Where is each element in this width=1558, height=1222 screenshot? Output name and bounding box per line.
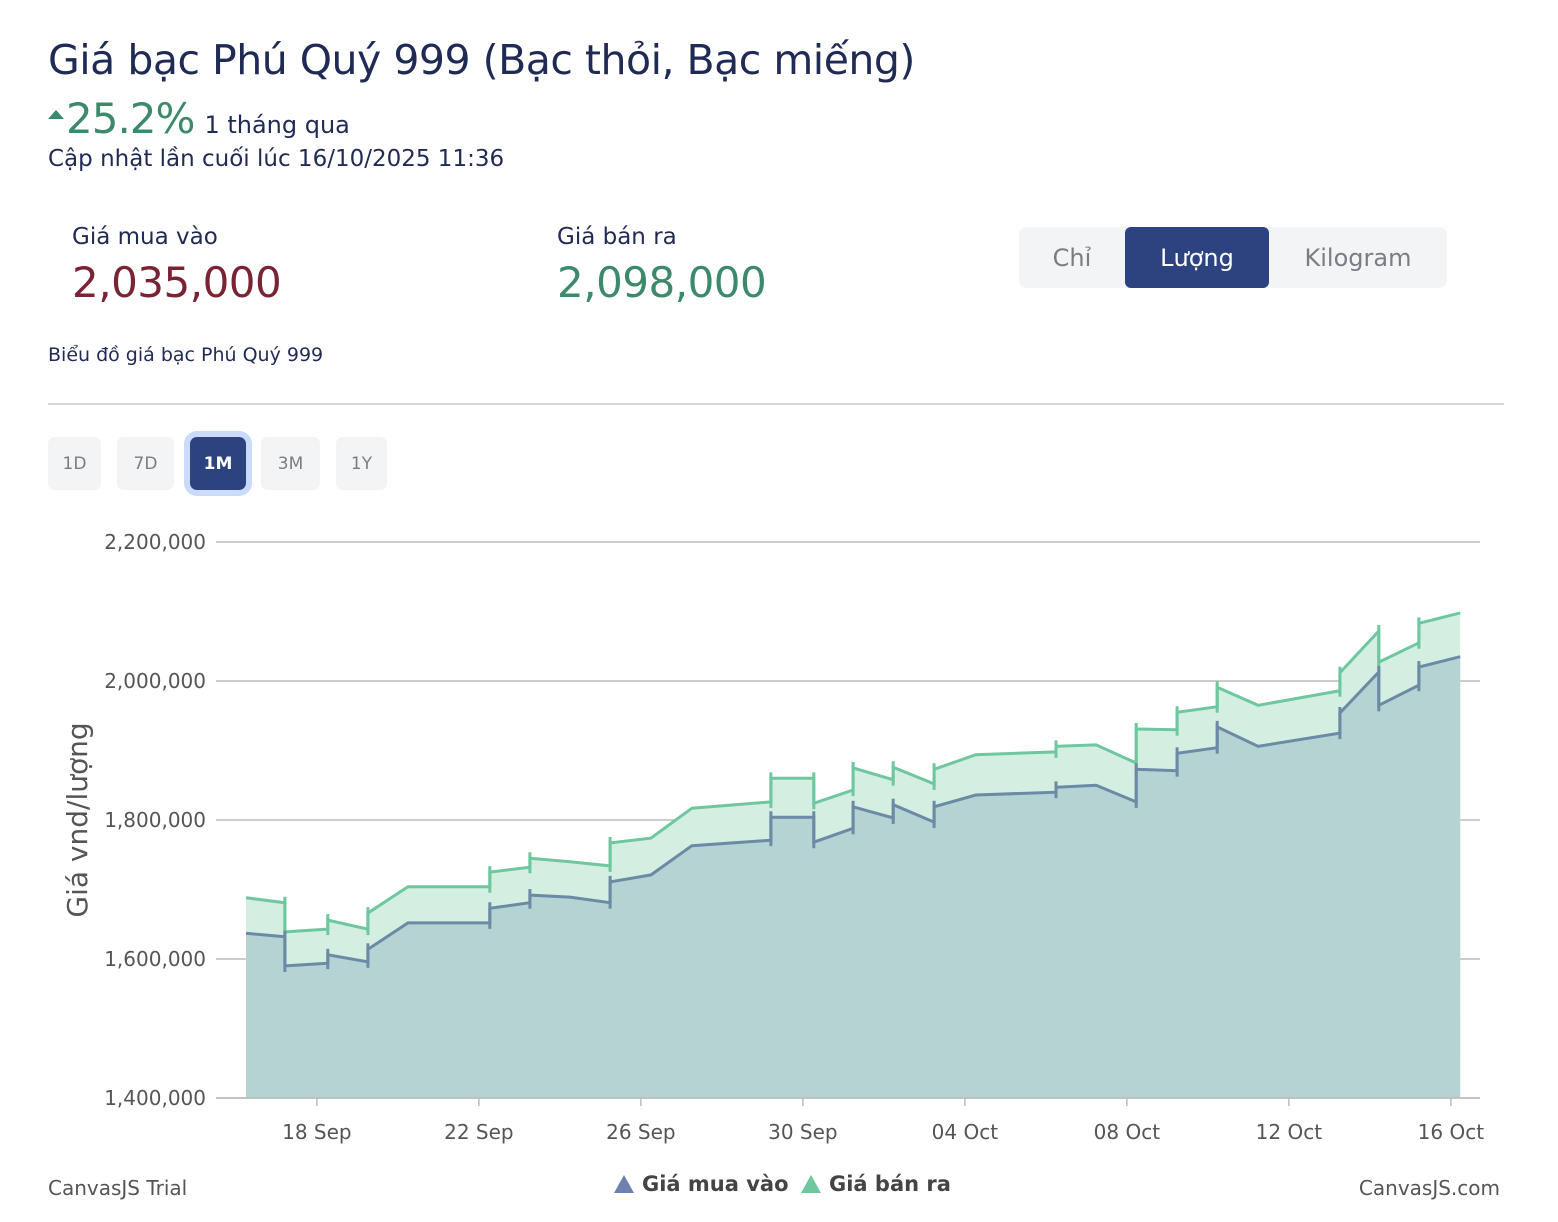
buy-price-value: 2,035,000 xyxy=(72,258,282,307)
x-tick-label: 12 Oct xyxy=(1256,1120,1323,1144)
sell-legend-icon xyxy=(801,1175,821,1193)
unit-chi-button[interactable]: Chỉ xyxy=(1052,243,1092,272)
canvasjs-link[interactable]: CanvasJS.com xyxy=(1358,1176,1500,1200)
y-tick-label: 1,800,000 xyxy=(104,808,206,832)
range-1m-button[interactable]: 1M xyxy=(190,437,246,490)
legend-sell[interactable]: Giá bán ra xyxy=(829,1172,951,1196)
y-tick-label: 1,600,000 xyxy=(104,947,206,971)
price-change: 25.2% 1 tháng qua xyxy=(48,94,350,143)
unit-luong-button[interactable]: Lượng xyxy=(1125,227,1269,288)
change-percent: 25.2% xyxy=(66,94,195,143)
range-7d-button[interactable]: 7D xyxy=(117,437,174,490)
x-tick-label: 08 Oct xyxy=(1094,1120,1161,1144)
chart-legend: Giá mua vào Giá bán ra xyxy=(614,1172,951,1196)
sell-price-value: 2,098,000 xyxy=(557,258,767,307)
last-updated: Cập nhật lần cuối lúc 16/10/2025 11:36 xyxy=(48,146,505,172)
sell-price-label: Giá bán ra xyxy=(557,224,677,250)
buy-price-label: Giá mua vào xyxy=(72,224,218,250)
x-tick-label: 22 Sep xyxy=(444,1120,514,1144)
y-tick-label: 2,000,000 xyxy=(104,669,206,693)
canvasjs-trial-label: CanvasJS Trial xyxy=(48,1176,188,1200)
unit-kilogram-button[interactable]: Kilogram xyxy=(1304,243,1412,272)
page-title: Giá bạc Phú Quý 999 (Bạc thỏi, Bạc miếng… xyxy=(48,36,915,84)
x-tick-label: 04 Oct xyxy=(932,1120,999,1144)
x-tick-label: 30 Sep xyxy=(768,1120,838,1144)
x-tick-label: 18 Sep xyxy=(282,1120,352,1144)
y-tick-label: 2,200,000 xyxy=(104,530,206,554)
x-tick-label: 16 Oct xyxy=(1418,1120,1485,1144)
price-chart: 1,400,000 1,600,000 1,800,000 2,000,000 2,20… xyxy=(61,530,1485,1196)
buy-legend-icon xyxy=(614,1175,634,1193)
unit-toggle: Chỉ Lượng Kilogram xyxy=(1019,227,1447,288)
buy-area xyxy=(246,656,1461,1098)
triangle-up-icon xyxy=(48,110,64,119)
range-3m-button[interactable]: 3M xyxy=(261,437,320,490)
x-tick-label: 26 Sep xyxy=(606,1120,676,1144)
divider xyxy=(48,403,1504,405)
legend-buy[interactable]: Giá mua vào xyxy=(642,1172,789,1196)
change-period: 1 tháng qua xyxy=(204,111,350,139)
y-tick-label: 1,400,000 xyxy=(104,1086,206,1110)
range-1d-button[interactable]: 1D xyxy=(48,437,101,490)
y-axis-title: Giá vnd/lượng xyxy=(61,722,94,917)
range-1y-button[interactable]: 1Y xyxy=(336,437,387,490)
chart-subtitle: Biểu đồ giá bạc Phú Quý 999 xyxy=(48,344,324,366)
